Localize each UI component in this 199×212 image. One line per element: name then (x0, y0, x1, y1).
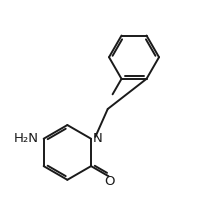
Text: O: O (104, 175, 115, 188)
Text: N: N (92, 132, 102, 145)
Text: H₂N: H₂N (13, 132, 38, 145)
